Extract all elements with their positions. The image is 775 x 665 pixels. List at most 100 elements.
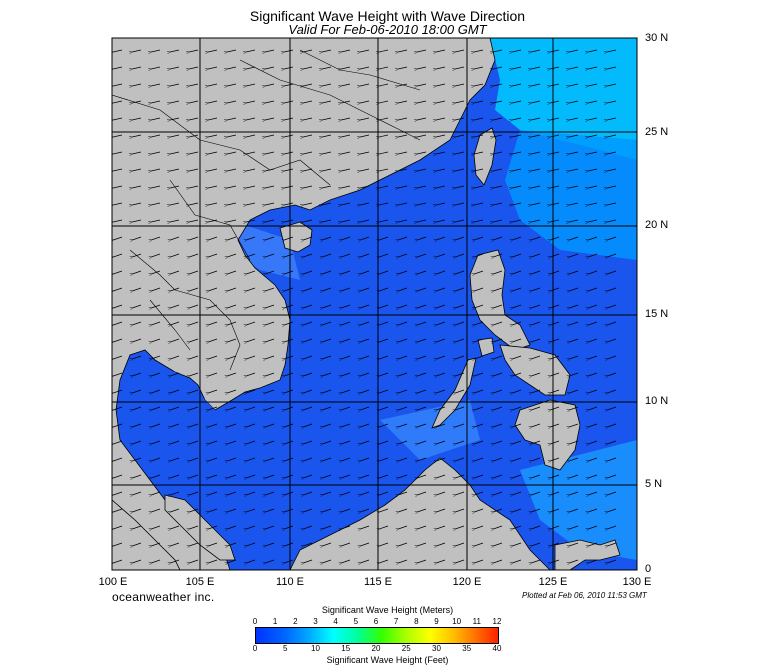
wave-arrow (208, 287, 218, 291)
wave-arrow (379, 168, 389, 171)
wave-arrow (474, 100, 484, 103)
wave-arrow (493, 236, 503, 240)
wave-arrow (493, 474, 503, 478)
wave-arrow (493, 423, 503, 427)
wave-arrow (607, 474, 617, 478)
wave-arrow (569, 372, 579, 376)
wave-arrow (132, 49, 142, 52)
wave-arrow (113, 202, 123, 205)
wave-arrow (550, 83, 560, 86)
wave-arrow (493, 457, 503, 461)
wave-arrow (398, 389, 408, 393)
wave-arrow (265, 66, 275, 69)
lat-label: 15 N (645, 308, 669, 320)
wave-arrow (227, 474, 237, 478)
wave-arrow (170, 491, 180, 495)
wave-arrow (189, 440, 199, 444)
wave-arrow (588, 440, 598, 444)
wave-arrow (170, 100, 180, 103)
wave-arrow (474, 151, 484, 154)
colorbar-tick: 12 (492, 617, 502, 626)
wave-arrow (227, 304, 237, 308)
wave-arrow (436, 338, 446, 342)
wave-arrow (151, 287, 161, 291)
wave-arrow (588, 372, 598, 376)
wave-arrow (227, 338, 237, 342)
wave-arrow (246, 355, 256, 359)
wave-arrow (303, 457, 313, 461)
wave-arrow (512, 372, 522, 376)
wave-arrow (284, 474, 294, 478)
wave-arrow (417, 559, 427, 563)
wave-arrow (398, 508, 408, 512)
wave-arrow (113, 287, 123, 291)
wave-arrow (265, 83, 275, 86)
wave-arrow (303, 151, 313, 154)
wave-arrow (227, 559, 237, 563)
wave-arrow (284, 83, 294, 86)
wave-arrow (398, 474, 408, 478)
wave-arrow (398, 440, 408, 444)
wave-arrow (455, 287, 465, 291)
wave-arrow (284, 355, 294, 359)
wave-arrow (189, 406, 199, 410)
wave-arrow (284, 202, 294, 205)
wave-arrow (455, 321, 465, 325)
wave-arrow (588, 253, 598, 257)
wave-arrow (284, 440, 294, 444)
wave-arrow (436, 372, 446, 376)
wave-arrow (417, 168, 427, 171)
wave-arrow (474, 508, 484, 512)
wave-arrow (550, 355, 560, 359)
wave-arrow (436, 542, 446, 546)
wave-arrow (493, 253, 503, 257)
wave-arrow (398, 66, 408, 69)
wave-arrow (189, 474, 199, 478)
wave-arrow (455, 338, 465, 342)
wave-arrow (113, 525, 123, 529)
wave-arrow (170, 49, 180, 52)
wave-arrow (493, 508, 503, 512)
wave-arrow (455, 134, 465, 137)
wave-arrow (493, 219, 503, 222)
wave-arrow (398, 304, 408, 308)
wave-arrow (512, 236, 522, 240)
wave-arrow (303, 440, 313, 444)
wave-arrow (208, 406, 218, 410)
wave-arrow (189, 287, 199, 291)
wave-arrow (455, 100, 465, 103)
wave-arrow (151, 49, 161, 52)
wave-arrow (474, 66, 484, 69)
wave-arrow (303, 100, 313, 103)
wave-arrow (512, 151, 522, 154)
wave-arrow (569, 440, 579, 444)
wave-arrow (132, 304, 142, 308)
wave-arrow (550, 270, 560, 274)
wave-arrow (246, 525, 256, 529)
borneo-island (289, 457, 551, 570)
wave-arrow (436, 406, 446, 410)
wave-arrow (246, 151, 256, 154)
wave-arrow (170, 134, 180, 137)
wave-arrow (379, 66, 389, 69)
wave-arrow (569, 321, 579, 325)
lon-label: 125 E (538, 576, 568, 588)
wave-arrow (246, 474, 256, 478)
wave-arrow (151, 117, 161, 120)
wave-arrow (113, 49, 123, 52)
wave-arrow (341, 151, 351, 154)
wave-arrow (379, 474, 389, 478)
wave-arrow (246, 559, 256, 563)
wave-arrow (360, 253, 370, 257)
wave-arrow (493, 559, 503, 563)
wave-arrow (284, 525, 294, 529)
wave-arrow (227, 117, 237, 120)
wave-arrow (170, 168, 180, 171)
wave-arrow (246, 83, 256, 86)
wave-arrow (607, 270, 617, 274)
wave-arrow (531, 440, 541, 444)
border-lines (112, 49, 421, 371)
wave-arrow (189, 236, 199, 240)
wave-arrow (379, 457, 389, 461)
